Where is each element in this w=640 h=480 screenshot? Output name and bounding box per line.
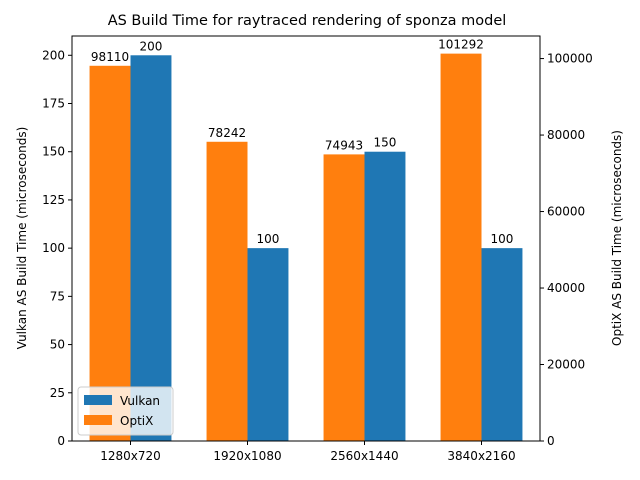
y-right-tick-label-60000: 60000 xyxy=(547,205,585,219)
data-label-optix-3840x2160: 101292 xyxy=(438,38,484,52)
y-left-tick-label-0: 0 xyxy=(57,434,65,448)
y-axis-left: 0 25 50 75 100 125 150 175 200 xyxy=(42,48,72,448)
legend-swatch-vulkan xyxy=(84,395,112,405)
y-right-tick-label-20000: 20000 xyxy=(547,358,585,372)
bar-vulkan-1280x720 xyxy=(130,55,172,442)
y-left-tick-label-100: 100 xyxy=(42,241,65,255)
x-axis: 1280x720 1920x1080 2560x1440 3840x2160 xyxy=(100,441,516,463)
y-left-tick-label-175: 175 xyxy=(42,97,65,111)
data-label-optix-2560x1440: 74943 xyxy=(325,138,363,152)
plot-frame xyxy=(71,35,541,442)
y-right-tick-label-100000: 100000 xyxy=(547,52,593,66)
legend-label-optix: OptiX xyxy=(120,414,153,428)
data-label-vulkan-1280x720: 200 xyxy=(140,39,163,53)
y-left-tick-label-125: 125 xyxy=(42,193,65,207)
x-tick-label-3840x2160: 3840x2160 xyxy=(447,449,515,463)
data-labels-layer: 98110 78242 74943 101292 200 100 150 100 xyxy=(91,38,513,247)
y-left-tick-label-200: 200 xyxy=(42,48,65,62)
data-label-vulkan-1920x1080: 100 xyxy=(257,232,280,246)
y-left-tick-label-150: 150 xyxy=(42,145,65,159)
bars-layer xyxy=(89,53,523,442)
y-axis-left-label: Vulkan AS Build Time (microseconds) xyxy=(15,127,29,350)
y-right-tick-label-40000: 40000 xyxy=(547,281,585,295)
y-left-tick-label-75: 75 xyxy=(50,289,65,303)
data-label-vulkan-2560x1440: 150 xyxy=(374,136,397,150)
bar-vulkan-1920x1080 xyxy=(247,248,289,441)
data-label-optix-1280x720: 98110 xyxy=(91,50,129,64)
legend-label-vulkan: Vulkan xyxy=(120,394,160,408)
bar-optix-1920x1080 xyxy=(206,141,248,441)
y-left-tick-label-25: 25 xyxy=(50,386,65,400)
y-right-tick-label-0: 0 xyxy=(547,434,555,448)
data-label-vulkan-3840x2160: 100 xyxy=(491,232,514,246)
x-tick-label-1280x720: 1280x720 xyxy=(100,449,161,463)
legend: Vulkan OptiX xyxy=(77,386,174,436)
y-axis-right: 0 20000 40000 60000 80000 100000 xyxy=(540,52,593,448)
x-tick-label-2560x1440: 2560x1440 xyxy=(330,449,398,463)
legend-swatch-optix xyxy=(84,415,112,425)
bar-optix-2560x1440 xyxy=(323,154,365,441)
chart-title: AS Build Time for raytraced rendering of… xyxy=(108,13,507,29)
bar-vulkan-3840x2160 xyxy=(481,248,523,441)
y-right-tick-label-80000: 80000 xyxy=(547,128,585,142)
bar-vulkan-2560x1440 xyxy=(364,151,406,441)
x-tick-label-1920x1080: 1920x1080 xyxy=(213,449,281,463)
y-left-tick-label-50: 50 xyxy=(50,338,65,352)
y-axis-right-label: OptiX AS Build Time (microseconds) xyxy=(610,130,624,346)
bar-optix-1280x720 xyxy=(89,65,131,442)
bar-optix-3840x2160 xyxy=(440,53,482,442)
data-label-optix-1920x1080: 78242 xyxy=(208,126,246,140)
